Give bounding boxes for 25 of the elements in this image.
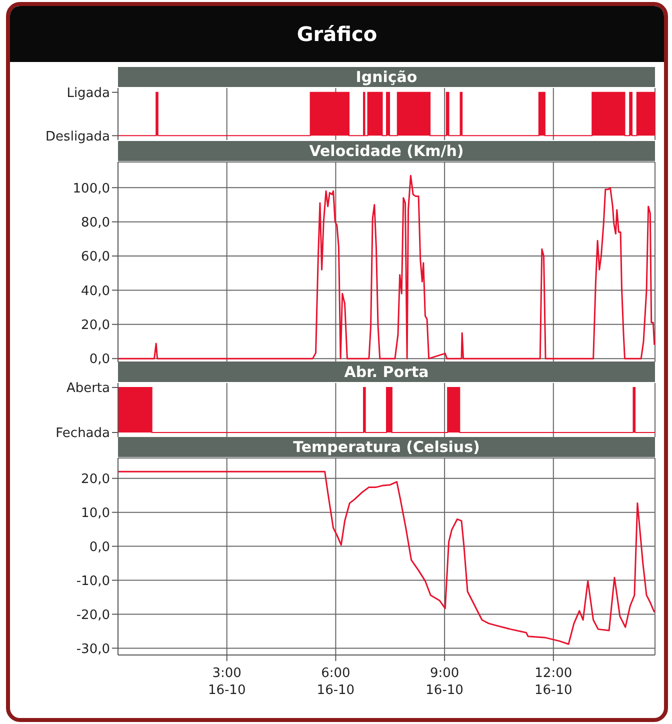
text: Desligada — [46, 129, 110, 144]
y-tick-label: 10,0 — [81, 506, 110, 521]
y-tick-label: 100,0 — [72, 181, 110, 196]
y-tick-label: -20,0 — [76, 608, 110, 623]
y-tick-label: 0,0 — [89, 540, 110, 555]
y-tick-label: 20,0 — [81, 318, 110, 334]
text: Aberta — [66, 381, 110, 396]
chart-title: Velocidade (Km/h) — [118, 141, 655, 161]
y-tick-label: 60,0 — [81, 250, 110, 265]
x-tick-label: 6:00 16-10 — [316, 666, 355, 698]
chart-title: Temperatura (Celsius) — [118, 437, 655, 457]
x-tick-label: 9:00 16-10 — [426, 666, 464, 698]
chart-title: Gráfico — [296, 22, 378, 46]
y-tick-label: 40,0 — [81, 284, 110, 299]
y-tick-label: 80,0 — [81, 215, 110, 230]
y-tick-label: -30,0 — [76, 642, 110, 657]
x-tick-label: 12:00 16-10 — [534, 666, 572, 698]
chart-title: Abr. Porta — [118, 362, 655, 382]
chart-subtitle: Ignição — [118, 67, 655, 87]
y-tick-label: 20,0 — [81, 472, 110, 487]
text: Ligada — [66, 86, 110, 101]
text: Fechada — [56, 426, 110, 442]
x-tick-label: 3:00 16-10 — [208, 666, 246, 698]
y-tick-label: 0,0 — [89, 352, 110, 368]
y-tick-label: -10,0 — [76, 574, 110, 589]
